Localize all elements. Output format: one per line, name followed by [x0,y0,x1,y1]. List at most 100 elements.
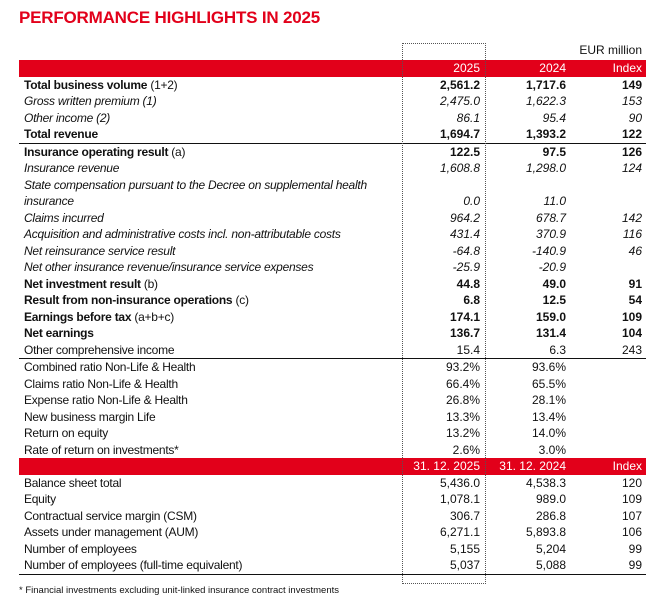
row-label-text: Rate of return on investments* [24,442,179,457]
row-label: Insurance operating result (a) [24,144,185,161]
footnote: * Financial investments excluding unit-l… [19,585,339,596]
value-prior: 12.5 [542,293,566,307]
value-prior: 5,204 [535,541,566,556]
value-prior: 286.8 [535,508,566,523]
row-label-suffix: (c) [232,293,249,307]
column-header: 31. 12. 2024 [499,459,566,473]
value-current: 964.2 [449,210,480,225]
value-index: 243 [621,342,642,357]
value-index: 109 [621,492,642,506]
row-label: Net reinsurance service result [24,243,175,260]
row-label-text: Total business volume [24,77,148,92]
column-header: Index [612,61,642,75]
table-row: Insurance operating result (a) 122.5 97.5 1… [19,144,646,161]
column-header: 2024 [539,61,566,75]
row-label: Rate of return on investments* [24,442,179,459]
table-row: Equity 1,078.1 989.0 109 [19,491,646,508]
row-label-text: Contractual service margin (CSM) [24,508,197,523]
value-current: 306.7 [449,508,480,523]
row-label: Result from non-insurance operations (c) [24,292,249,309]
row-label-text: Acquisition and administrative costs inc… [24,227,341,241]
table-row: Gross written premium (1) 2,475.0 1,622.3 1… [19,93,646,110]
row-label: State compensation pursuant to the Decre… [24,177,404,210]
row-label-text: Net investment result [24,276,141,291]
unit-label: EUR million [579,43,642,57]
row-label-text: Total revenue [24,127,98,141]
table-row: Number of employees 5,155 5,204 99 [19,541,646,558]
value-prior: 5,893.8 [525,525,566,539]
value-prior: 3.0% [538,442,566,457]
value-index: 109 [621,309,642,324]
value-index: 122 [621,127,642,141]
table-row: Claims ratio Non-Life & Health 66.4% 65.5% [19,376,646,393]
table-row: State compensation pursuant to the Decre… [19,177,646,210]
row-label: Number of employees (full-time equivalen… [24,557,243,574]
table-row: Net reinsurance service result -64.8 -140.… [19,243,646,260]
value-index: 54 [628,293,642,307]
value-index: 104 [621,326,642,340]
value-current: -25.9 [452,260,480,274]
value-prior: 131.4 [535,326,566,340]
table-row: Result from non-insurance operations (c)… [19,292,646,309]
value-index: 107 [621,508,642,523]
table-row: Total revenue 1,694.7 1,393.2 122 [19,126,646,144]
row-label: Gross written premium (1) [24,93,157,110]
table-row: New business margin Life 13.3% 13.4% [19,409,646,426]
table-row: Net earnings 136.7 131.4 104 [19,325,646,342]
value-prior: 95.4 [542,110,566,125]
table-row: Return on equity 13.2% 14.0% [19,425,646,442]
row-label-suffix: (a) [168,144,186,159]
value-current: 174.1 [449,309,480,324]
row-label: Expense ratio Non-Life & Health [24,392,188,409]
value-current: 5,436.0 [439,475,480,490]
value-current: 136.7 [449,326,480,340]
value-current: 6,271.1 [439,525,480,539]
row-label-text: Net other insurance revenue/insurance se… [24,260,314,274]
row-label-text: Insurance operating result [24,144,169,159]
row-label-text: Number of employees (full-time equivalen… [24,558,243,572]
table-row: Insurance revenue 1,608.8 1,298.0 124 [19,160,646,177]
table-row: Acquisition and administrative costs inc… [19,226,646,243]
page-title: PERFORMANCE HIGHLIGHTS IN 2025 [19,8,320,27]
value-current: 5,155 [449,541,480,556]
value-index: 106 [621,525,642,539]
row-label: Insurance revenue [24,160,119,177]
row-label: Equity [24,491,56,508]
row-label-text: Net earnings [24,326,94,340]
value-prior: 678.7 [535,210,566,225]
value-prior: 5,088 [535,558,566,572]
row-label: Net investment result (b) [24,276,158,293]
value-prior: 11.0 [543,194,566,208]
row-label: Total business volume (1+2) [24,77,178,94]
value-current: 66.4% [445,376,480,391]
table-row: Net other insurance revenue/insurance se… [19,259,646,276]
value-index: 149 [621,77,642,92]
table-row: Other income (2) 86.1 95.4 90 [19,110,646,127]
value-prior: 1,717.6 [525,77,566,92]
value-prior: 14.0% [531,426,566,440]
value-index: 90 [628,110,642,125]
column-header: 2025 [453,61,480,75]
row-label-text: Equity [24,492,56,506]
row-label-suffix: (a+b+c) [131,309,174,324]
value-prior: 1,298.0 [525,161,566,175]
value-current: 93.2% [445,360,480,374]
value-index: 91 [628,276,642,291]
row-label-text: Balance sheet total [24,475,122,490]
table-row: Combined ratio Non-Life & Health 93.2% 93.… [19,359,646,376]
value-prior: 97.5 [542,144,566,159]
value-current: 86.1 [456,110,480,125]
value-current: 431.4 [449,227,480,241]
table-row: Contractual service margin (CSM) 306.7 286… [19,508,646,525]
row-label: New business margin Life [24,409,156,426]
table-row: Expense ratio Non-Life & Health 26.8% 28.1… [19,392,646,409]
value-index: 142 [621,210,642,225]
value-prior: 4,538.3 [525,475,566,490]
table-header-row: 31. 12. 2025 31. 12. 2024 Index [19,458,646,475]
row-label-text: Combined ratio Non-Life & Health [24,360,196,374]
value-prior: 159.0 [535,309,566,324]
row-label: Earnings before tax (a+b+c) [24,309,174,326]
row-label: Contractual service margin (CSM) [24,508,197,525]
value-index: 99 [628,541,642,556]
row-label: Combined ratio Non-Life & Health [24,359,196,376]
